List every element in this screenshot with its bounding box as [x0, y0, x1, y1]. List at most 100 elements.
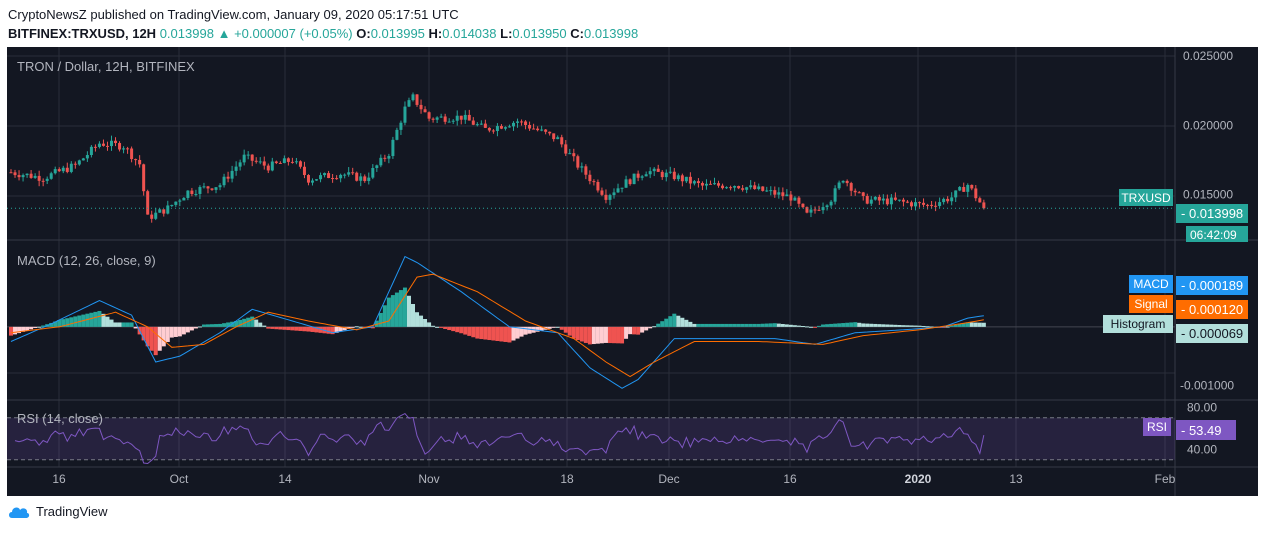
- candle-body: [930, 204, 934, 206]
- rsi-legend-tag: [1143, 418, 1171, 436]
- candle-body: [162, 209, 166, 214]
- candle-body: [793, 197, 797, 201]
- price-tick-label: 0.015000: [1183, 187, 1233, 201]
- histogram-bar: [125, 322, 130, 327]
- histogram-bar: [475, 326, 480, 339]
- histogram-bar: [736, 323, 741, 327]
- histogram-bar: [503, 326, 508, 342]
- histogram-bar: [487, 326, 492, 341]
- time-tick-label: 16: [783, 472, 797, 486]
- rsi-pane: RSI (14, close) RSI: [7, 411, 1175, 465]
- candle-body: [435, 117, 439, 120]
- candle-body: [85, 155, 89, 159]
- candle-body: [455, 115, 459, 121]
- candle-body: [520, 121, 524, 123]
- histogram-bar: [390, 295, 395, 327]
- candle-body: [53, 169, 57, 174]
- candle-body: [893, 197, 897, 200]
- histogram-bar: [467, 326, 472, 336]
- histogram-bar: [13, 326, 18, 335]
- histogram-bar: [318, 326, 323, 333]
- candle-body: [737, 186, 741, 189]
- candle-body: [475, 124, 479, 126]
- candle-body: [234, 166, 238, 171]
- tradingview-brand[interactable]: TradingView: [8, 504, 108, 519]
- histogram-bar: [704, 323, 709, 327]
- candle-body: [692, 181, 696, 184]
- histogram-bar: [579, 326, 584, 342]
- candle-body: [797, 197, 801, 204]
- candle-body: [214, 187, 218, 190]
- candle-body: [946, 198, 950, 202]
- candle-body: [451, 120, 455, 122]
- candle-body: [805, 207, 809, 213]
- histogram-bar: [901, 325, 906, 327]
- histogram-bar: [266, 326, 271, 329]
- histogram-bar: [354, 326, 359, 328]
- candle-body: [938, 202, 942, 207]
- histogram-bar: [877, 324, 882, 327]
- histogram-bar: [507, 326, 512, 343]
- candle-body: [37, 175, 41, 181]
- candle-body: [849, 183, 853, 191]
- histogram-bar: [885, 324, 890, 327]
- candle-body: [785, 194, 789, 197]
- candle-body: [841, 180, 845, 183]
- candle-body: [845, 180, 849, 184]
- candle-body: [528, 125, 532, 129]
- grid: [7, 47, 1258, 496]
- histogram-bar: [129, 322, 134, 327]
- time-tick-label: Nov: [418, 472, 439, 486]
- candle-body: [733, 186, 737, 188]
- histogram-bar: [338, 326, 343, 332]
- candle-body: [427, 112, 431, 119]
- histogram-bar: [744, 323, 749, 327]
- rsi-band: [7, 417, 1175, 460]
- histogram-bar: [177, 326, 182, 337]
- histogram-bar: [776, 323, 781, 327]
- candle-body: [507, 126, 511, 128]
- histogram-bar: [358, 326, 363, 328]
- histogram-bar: [829, 323, 834, 327]
- histogram-bar: [85, 313, 90, 327]
- histogram-bar: [628, 326, 633, 335]
- candle-body: [158, 209, 162, 213]
- candle-body: [483, 123, 487, 128]
- histogram-bar: [105, 316, 110, 327]
- histogram-bar: [857, 322, 862, 327]
- histogram-bar: [435, 326, 440, 328]
- candle-body: [126, 148, 130, 150]
- chart-svg[interactable]: TRON / Dollar, 12H, BITFINEX TRXUSD MACD …: [7, 47, 1258, 496]
- histogram-bar: [113, 322, 118, 327]
- histogram-bar: [298, 326, 303, 331]
- histogram-bar: [748, 323, 753, 327]
- histogram-bar: [567, 326, 572, 336]
- histogram-bar: [547, 326, 552, 329]
- histogram-bar: [495, 326, 500, 341]
- histogram-bar: [165, 326, 170, 342]
- candle-body: [218, 185, 222, 188]
- candle-body: [950, 197, 954, 202]
- histogram-bar: [676, 315, 681, 327]
- histogram-bar: [644, 326, 649, 331]
- histogram-bar: [169, 326, 174, 338]
- candle-body: [636, 173, 640, 178]
- histogram-bar: [402, 287, 407, 327]
- candle-body: [560, 137, 564, 145]
- candle-body: [138, 159, 142, 165]
- histogram-bar: [499, 326, 504, 342]
- histogram-bar: [53, 321, 58, 327]
- histogram-bar: [607, 326, 612, 344]
- candle-body: [242, 154, 246, 163]
- candle-body: [757, 186, 761, 190]
- candle-body: [620, 187, 624, 189]
- candle-body: [479, 123, 483, 125]
- candle-body: [238, 162, 242, 167]
- chart-area[interactable]: TRON / Dollar, 12H, BITFINEX TRXUSD MACD …: [7, 47, 1258, 496]
- last-value: 0.013998: [159, 26, 214, 41]
- histogram-bar: [905, 325, 910, 327]
- candle-body: [371, 168, 375, 178]
- histogram-bar: [591, 326, 596, 345]
- histogram-bar: [37, 326, 42, 328]
- histogram-bar: [648, 326, 653, 329]
